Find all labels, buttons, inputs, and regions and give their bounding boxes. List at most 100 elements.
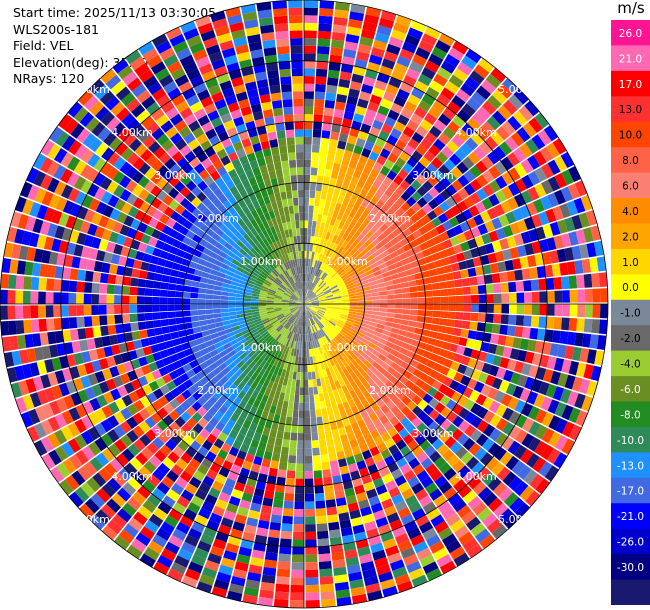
velocity-gate (61, 317, 70, 330)
velocity-gate (224, 477, 236, 489)
velocity-gate (83, 293, 92, 304)
velocity-gate (112, 375, 124, 388)
velocity-gate (485, 353, 495, 365)
velocity-gate (68, 280, 78, 293)
velocity-gate (408, 254, 418, 263)
velocity-gate (345, 225, 354, 234)
velocity-gate (566, 331, 577, 346)
velocity-gate (304, 304, 308, 312)
velocity-gate (335, 179, 344, 189)
velocity-gate (430, 514, 445, 528)
velocity-gate (428, 187, 440, 199)
velocity-gate (448, 304, 456, 312)
velocity-gate (186, 354, 196, 363)
velocity-gate (408, 457, 421, 470)
range-ring-label: 2.00km (197, 384, 239, 397)
velocity-gate (371, 311, 380, 316)
velocity-gate (269, 428, 278, 438)
velocity-gate (489, 414, 502, 428)
velocity-gate (91, 305, 100, 316)
velocity-gate (396, 334, 406, 342)
velocity-gate (518, 105, 534, 122)
velocity-gate (247, 396, 256, 406)
velocity-gate (473, 64, 490, 79)
velocity-gate (312, 340, 316, 349)
velocity-gate (324, 291, 333, 296)
velocity-gate (433, 304, 441, 311)
velocity-gate (463, 170, 476, 183)
velocity-gate (318, 23, 332, 32)
velocity-gate (292, 531, 304, 540)
velocity-gate (395, 196, 406, 207)
velocity-gate (328, 390, 335, 400)
velocity-gate (319, 337, 325, 346)
velocity-gate (216, 345, 226, 354)
velocity-gate (357, 344, 366, 352)
velocity-gate (292, 309, 299, 315)
velocity-gate (334, 443, 344, 453)
velocity-gate (308, 291, 314, 299)
velocity-gate (385, 84, 399, 96)
velocity-gate (202, 366, 212, 376)
velocity-gate (385, 259, 395, 267)
velocity-gate (387, 152, 399, 164)
velocity-gate (477, 486, 493, 501)
velocity-gate (307, 273, 311, 282)
velocity-gate (234, 345, 243, 354)
velocity-gate (561, 317, 570, 331)
velocity-gate (444, 53, 461, 68)
velocity-gate (324, 275, 331, 283)
velocity-gate (345, 320, 354, 326)
velocity-gate (163, 402, 175, 415)
velocity-gate (304, 379, 309, 388)
velocity-gate (429, 488, 443, 501)
velocity-gate (393, 62, 408, 75)
velocity-gate (221, 484, 234, 496)
velocity-gate (322, 286, 330, 292)
velocity-gate (359, 325, 368, 332)
velocity-gate (496, 126, 510, 141)
velocity-gate (271, 331, 279, 338)
velocity-gate (288, 315, 295, 322)
velocity-gate (500, 156, 514, 171)
velocity-gate (307, 334, 310, 342)
velocity-gate (357, 214, 367, 224)
velocity-gate (317, 261, 323, 270)
velocity-gate (352, 279, 361, 285)
velocity-gate (291, 379, 297, 388)
velocity-gate (197, 445, 209, 457)
velocity-gate (315, 76, 327, 85)
velocity-gate (253, 355, 261, 364)
velocity-gate (394, 288, 403, 294)
velocity-gate (159, 444, 172, 457)
velocity-gate (406, 364, 416, 374)
velocity-gate (326, 307, 335, 311)
velocity-gate (456, 345, 466, 355)
velocity-gate (334, 202, 342, 212)
velocity-gate (422, 393, 434, 404)
velocity-gate (354, 453, 364, 463)
velocity-gate (284, 312, 292, 318)
velocity-gate (47, 416, 61, 432)
velocity-gate (478, 58, 495, 73)
velocity-gate (513, 444, 528, 460)
velocity-gate (462, 312, 471, 321)
velocity-gate (560, 233, 572, 248)
velocity-gate (316, 322, 322, 330)
velocity-gate (296, 448, 304, 456)
velocity-gate (187, 561, 204, 574)
velocity-gate (258, 376, 267, 386)
velocity-gate (60, 292, 69, 304)
velocity-gate (471, 304, 479, 313)
velocity-gate (328, 138, 338, 148)
velocity-gate (596, 334, 607, 350)
velocity-gate (581, 395, 594, 412)
velocity-gate (283, 329, 289, 337)
velocity-gate (152, 281, 162, 289)
velocity-gate (326, 308, 334, 312)
velocity-gate (337, 387, 345, 397)
velocity-gate (144, 288, 153, 297)
range-ring-label: 3.00km (412, 169, 454, 182)
velocity-gate (307, 281, 311, 290)
colorbar-tick-label: 8.0 (622, 155, 639, 167)
